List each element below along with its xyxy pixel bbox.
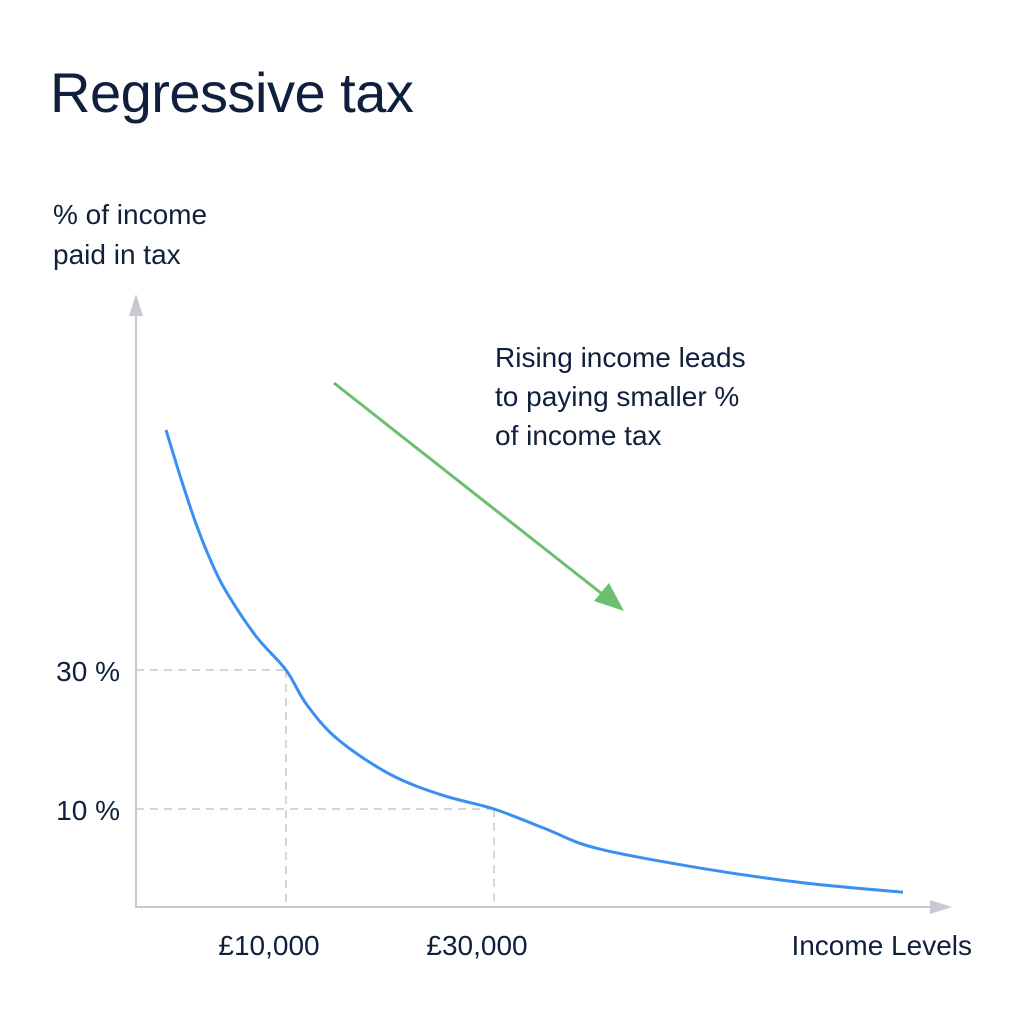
x-tick-label-0: £10,000 (218, 930, 319, 961)
x-tick-label-1: £30,000 (426, 930, 527, 961)
x-axis-arrowhead (930, 900, 952, 914)
chart-title: Regressive tax (50, 61, 414, 124)
y-axis-label: % of income paid in tax (53, 195, 313, 275)
y-tick-label-0: 30 % (56, 656, 120, 687)
x-axis-label: Income Levels (791, 930, 972, 961)
annotation-line-2: to paying smaller % (495, 381, 740, 412)
series-line (164, 429, 904, 894)
trend-arrow-line (333, 381, 607, 599)
guide-lines (136, 669, 495, 907)
annotation-line-1: Rising income leads (495, 342, 746, 373)
trend-annotation: Rising income leads to paying smaller % … (495, 338, 855, 455)
trend-arrow-head (594, 583, 624, 611)
annotation-line-3: of income tax (495, 420, 662, 451)
y-axis-label-line-1: % of income (53, 199, 208, 230)
y-tick-label-1: 10 % (56, 795, 120, 826)
y-axis-label-line-2: paid in tax (53, 239, 181, 270)
tick-labels: 30 % 10 % £10,000 £30,000 (56, 656, 527, 961)
y-axis-arrowhead (129, 294, 143, 316)
